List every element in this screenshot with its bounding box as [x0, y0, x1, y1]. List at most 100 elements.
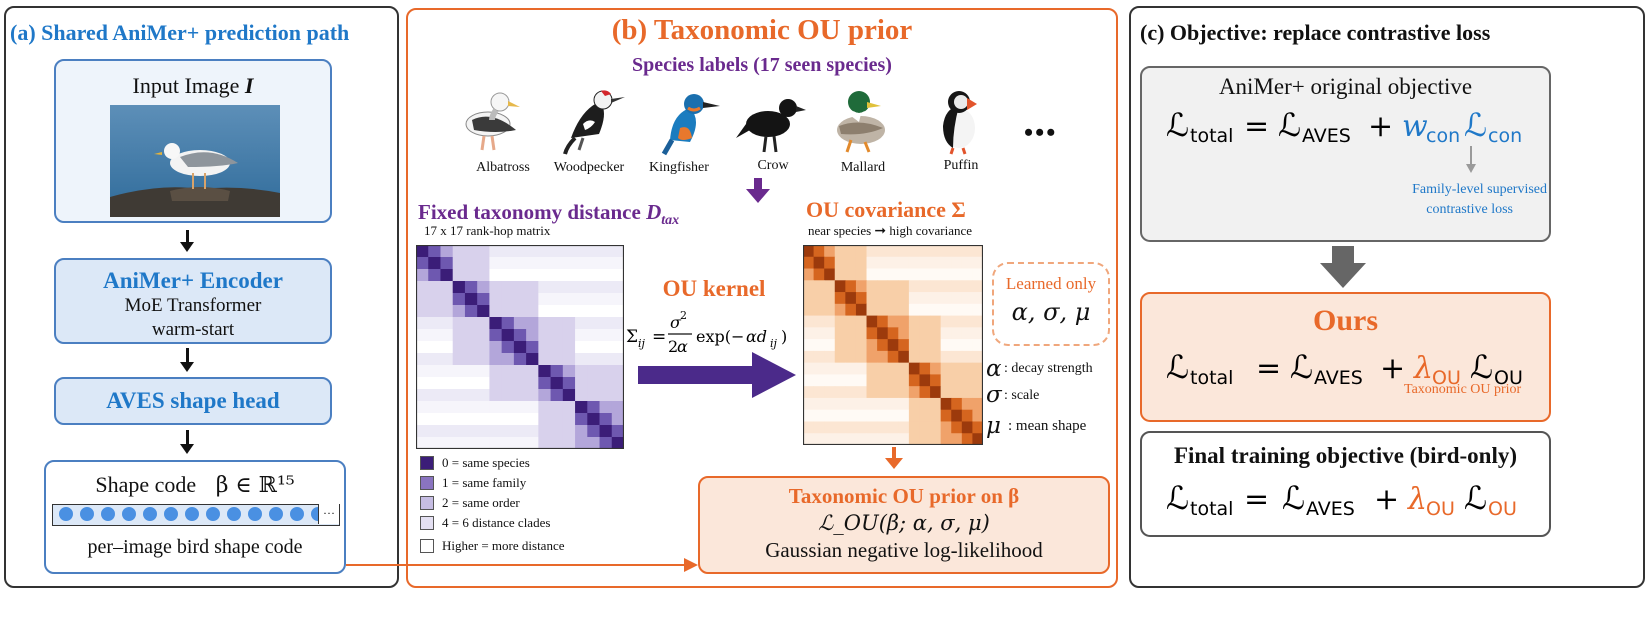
matrix-cell	[813, 386, 825, 399]
covariance-title: OU covariance Σ	[806, 197, 966, 222]
matrix-cell	[562, 329, 576, 342]
matrix-cell	[550, 281, 564, 294]
more-species-ellipsis: •••	[1024, 118, 1058, 147]
matrix-cell	[961, 327, 973, 340]
crow-icon	[736, 99, 806, 153]
matrix-cell	[464, 281, 478, 294]
matrix-cell	[599, 269, 613, 282]
matrix-cell	[940, 339, 952, 352]
matrix-cell	[813, 268, 825, 281]
ours-objective-formula: ℒ total = ℒ AVES + λ OU ℒ OU	[1166, 348, 1523, 389]
svg-text:ℒ: ℒ	[1166, 106, 1189, 144]
svg-text:ℒ: ℒ	[1470, 348, 1493, 386]
matrix-cell	[824, 315, 836, 328]
matrix-cell	[930, 280, 942, 293]
ou-prior-description: Gaussian negative log-likelihood	[765, 538, 1043, 562]
matrix-cell	[908, 409, 920, 422]
matrix-cell	[575, 353, 588, 366]
matrix-cell	[951, 409, 963, 422]
matrix-cell	[845, 268, 857, 281]
matrix-cell	[930, 374, 942, 387]
svg-text:ℒ: ℒ	[1278, 106, 1301, 144]
matrix-cell	[550, 365, 564, 378]
matrix-cell	[877, 421, 889, 434]
matrix-cell	[501, 437, 515, 449]
matrix-cell	[940, 256, 952, 269]
matrix-cell	[813, 256, 825, 269]
svg-text:ℒ: ℒ	[1166, 479, 1189, 517]
matrix-cell	[501, 329, 515, 342]
matrix-cell	[972, 350, 983, 364]
matrix-cell	[961, 256, 973, 269]
matrix-cell	[824, 245, 836, 258]
matrix-cell	[877, 268, 889, 281]
matrix-cell	[538, 293, 551, 306]
mallard-icon	[837, 91, 885, 153]
matrix-cell	[834, 245, 846, 258]
matrix-cell	[845, 433, 857, 445]
matrix-cell	[803, 268, 814, 281]
matrix-cell	[477, 245, 490, 258]
matrix-cell	[477, 281, 490, 294]
param-alpha-desc: : decay strength	[1004, 361, 1093, 376]
matrix-cell	[464, 413, 478, 426]
matrix-cell	[898, 268, 910, 281]
matrix-cell	[855, 350, 867, 364]
matrix-cell	[813, 315, 825, 328]
shape-code-to-prior-connector	[346, 558, 698, 572]
svg-text:=: =	[1256, 351, 1281, 386]
matrix-cell	[834, 409, 846, 422]
matrix-cell	[538, 329, 551, 342]
matrix-cell	[813, 409, 825, 422]
code-dot	[58, 507, 73, 522]
matrix-cell	[464, 245, 478, 258]
original-objective-box: AniMer+ original objective ℒ total = ℒ A…	[1140, 66, 1551, 242]
matrix-cell	[611, 317, 624, 330]
matrix-cell	[813, 245, 825, 258]
matrix-cell	[464, 353, 478, 366]
matrix-cell	[940, 268, 952, 281]
matrix-cell	[834, 339, 846, 352]
shape-code-math: β ∈ ℝ¹⁵	[215, 473, 295, 498]
matrix-cell	[961, 386, 973, 399]
original-objective-formula: ℒ total = ℒ AVES + w con ℒ con	[1166, 106, 1522, 147]
matrix-cell	[855, 245, 867, 258]
code-dot	[205, 507, 220, 522]
svg-text:=: =	[1244, 482, 1269, 517]
matrix-cell	[587, 425, 600, 438]
matrix-cell	[611, 245, 624, 258]
matrix-cell	[961, 374, 973, 387]
matrix-cell	[538, 413, 551, 426]
matrix-cell	[587, 293, 600, 306]
matrix-cell	[428, 305, 441, 318]
matrix-cell	[440, 293, 454, 306]
matrix-cell	[898, 256, 910, 269]
matrix-cell	[803, 409, 814, 422]
distance-title: Fixed taxonomy distance Dtax	[418, 200, 679, 229]
matrix-cell	[834, 386, 846, 399]
matrix-cell	[951, 386, 963, 399]
right-arrow-icon: ➞	[874, 224, 887, 239]
matrix-cell	[961, 421, 973, 434]
matrix-cell	[599, 365, 613, 378]
matrix-cell	[930, 421, 942, 434]
matrix-cell	[972, 433, 983, 445]
matrix-cell	[866, 386, 878, 399]
matrix-cell	[550, 437, 564, 449]
panel-b	[406, 8, 1118, 588]
matrix-cell	[489, 293, 503, 306]
matrix-cell	[866, 327, 878, 340]
learned-params: α, σ, μ	[1011, 298, 1091, 326]
matrix-cell	[803, 339, 814, 352]
matrix-cell	[538, 353, 551, 366]
matrix-cell	[416, 413, 429, 426]
matrix-cell	[440, 269, 454, 282]
matrix-cell	[538, 305, 551, 318]
matrix-cell	[599, 329, 613, 342]
matrix-cell	[575, 365, 588, 378]
matrix-cell	[489, 377, 503, 390]
matrix-cell	[526, 353, 539, 366]
matrix-cell	[526, 377, 539, 390]
matrix-cell	[908, 350, 920, 364]
matrix-cell	[803, 256, 814, 269]
